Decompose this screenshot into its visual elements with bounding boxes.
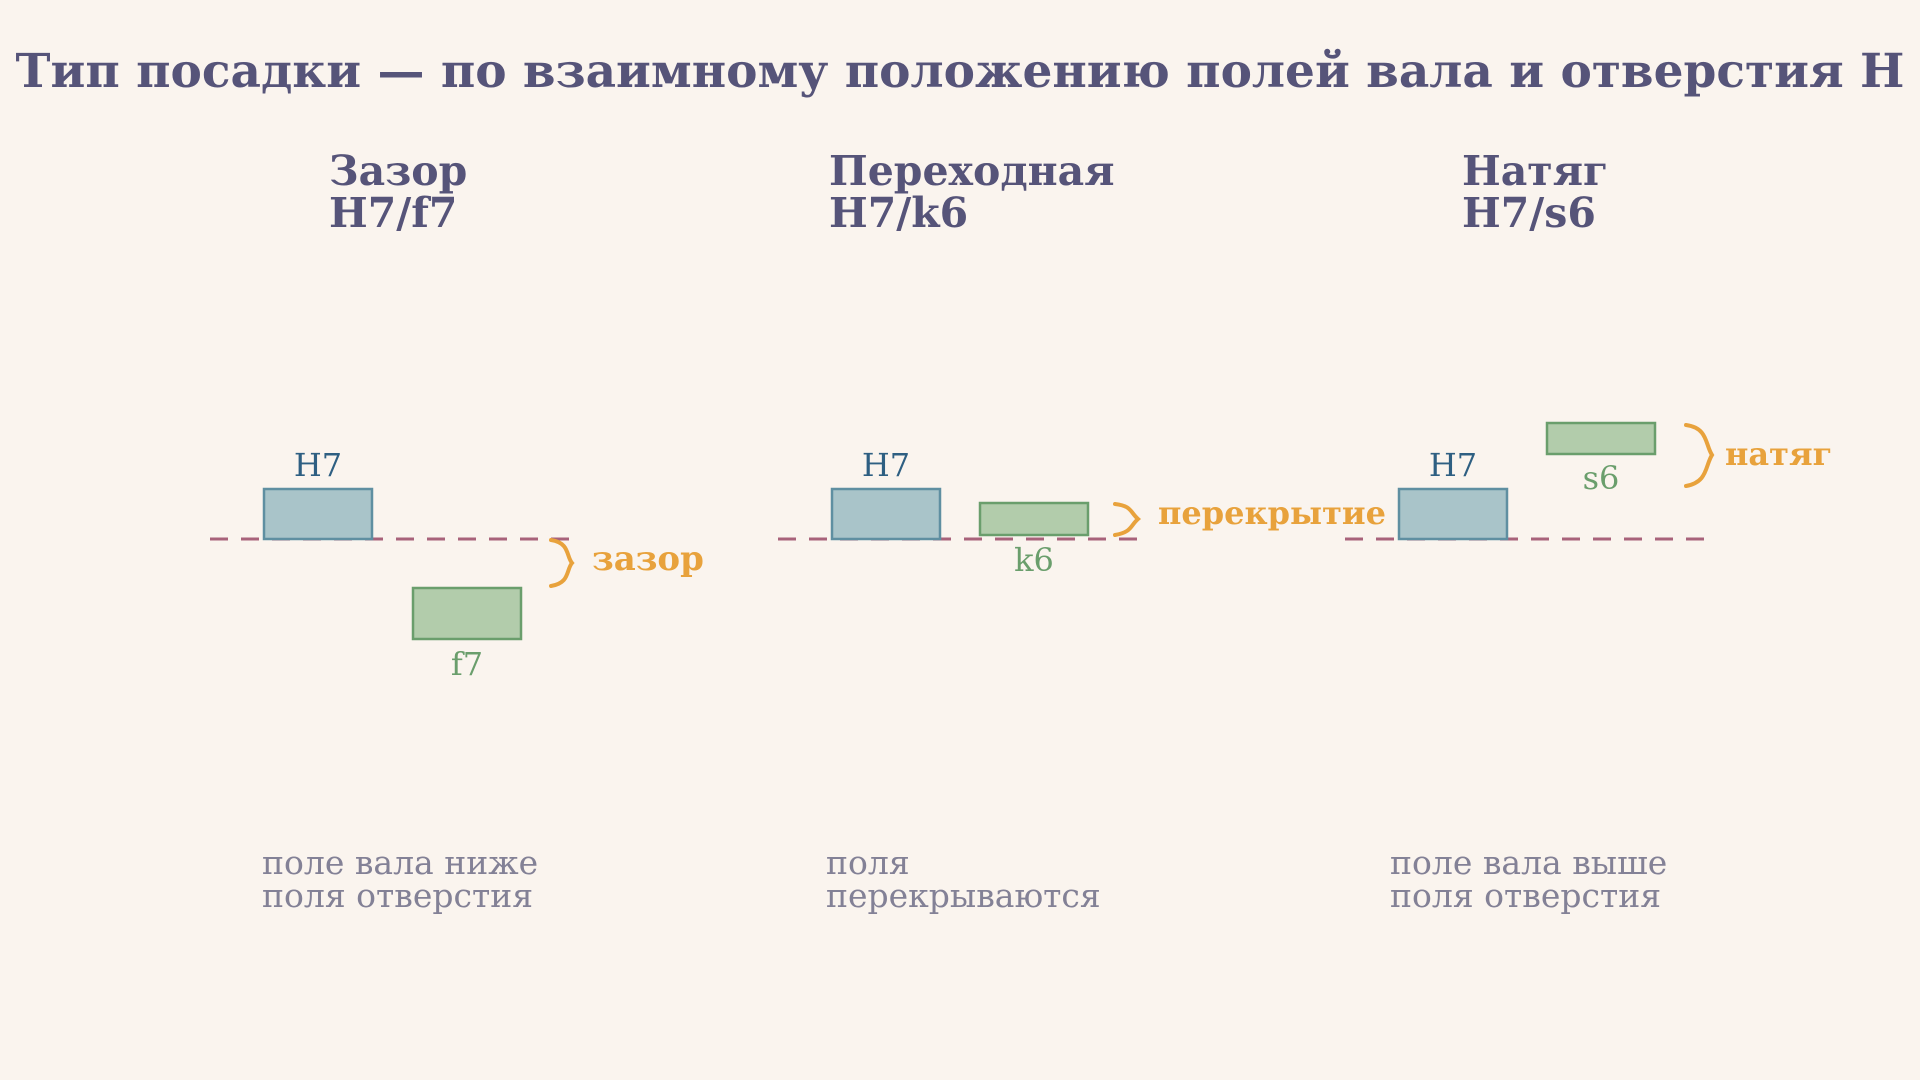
caption-line: поля отверстия — [1390, 876, 1662, 915]
caption-clearance: поле вала ниже поля отверстия — [262, 846, 538, 912]
fit-type-header-transition: Переходная H7/k6 — [829, 150, 1115, 234]
caption-transition: поля перекрываются — [826, 846, 1101, 912]
caption-line: поле вала ниже — [262, 843, 539, 882]
fit-type-name: Натяг — [1462, 147, 1609, 195]
caption-interference: поле вала выше поля отверстия — [1390, 846, 1667, 912]
shaft-field-label: k6 — [1014, 541, 1054, 579]
fit-type-header-interference: Натяг H7/s6 — [1462, 150, 1608, 234]
relation-label: перекрытие — [1158, 494, 1386, 532]
relation-label: натяг — [1725, 435, 1832, 473]
fit-designation: H7/f7 — [329, 189, 458, 237]
shaft-field-label: f7 — [451, 645, 483, 683]
page-title: Тип посадки — по взаимному положению пол… — [15, 44, 1905, 99]
interference-brace-icon — [1684, 423, 1715, 488]
caption-line: поля — [826, 843, 910, 882]
caption-line: поля отверстия — [262, 876, 534, 915]
hole-tolerance-field — [262, 487, 374, 541]
fit-type-name: Переходная — [829, 147, 1115, 195]
relation-label: зазор — [592, 539, 704, 579]
overlap-brace-icon — [1113, 502, 1142, 537]
shaft-tolerance-field — [411, 586, 523, 641]
clearance-brace-icon — [549, 538, 575, 588]
caption-line: поле вала выше — [1390, 843, 1668, 882]
transition-diagram: H7 k6 перекрытие — [778, 446, 1386, 579]
fit-type-name: Зазор — [329, 147, 468, 195]
fit-designation: H7/s6 — [1462, 189, 1596, 237]
caption-line: перекрываются — [826, 876, 1101, 915]
hole-field-label: H7 — [862, 446, 910, 484]
hole-field-label: H7 — [294, 446, 342, 484]
hole-field-label: H7 — [1429, 446, 1477, 484]
hole-tolerance-field — [1397, 487, 1509, 541]
clearance-diagram: H7 f7 зазор — [210, 446, 704, 683]
interference-diagram: H7 s6 натяг — [1345, 421, 1832, 541]
fit-designation: H7/k6 — [829, 189, 969, 237]
fit-type-header-clearance: Зазор H7/f7 — [329, 150, 467, 234]
shaft-tolerance-field — [1545, 421, 1657, 456]
shaft-tolerance-field — [978, 501, 1090, 537]
hole-tolerance-field — [830, 487, 942, 541]
shaft-field-label: s6 — [1583, 459, 1620, 497]
